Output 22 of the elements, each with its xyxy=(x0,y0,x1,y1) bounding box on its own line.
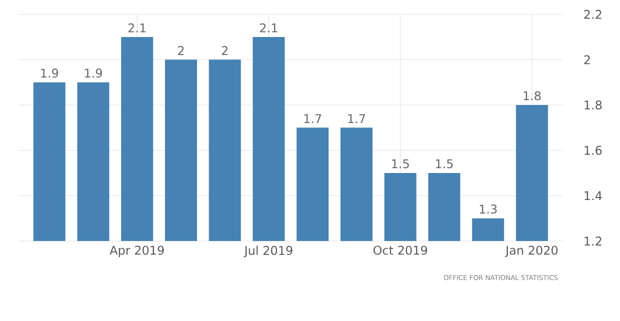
x-tick-label: Apr 2019 xyxy=(110,246,164,258)
y-tick-label: 1.2 xyxy=(584,236,602,246)
y-tick-label: 2.2 xyxy=(584,10,602,19)
data-label: 1.5 xyxy=(392,159,409,168)
y-tick-label: 1.6 xyxy=(584,146,602,155)
data-label: 1.7 xyxy=(304,114,322,123)
y-tick-label: 2 xyxy=(584,55,590,64)
y-tick-label: 1.4 xyxy=(584,191,602,200)
data-label: 1.9 xyxy=(41,68,58,78)
data-label: 1.8 xyxy=(524,91,541,100)
x-tick-label: Jul 2019 xyxy=(244,246,292,258)
data-label: 2 xyxy=(222,46,228,55)
y-tick-label: 1.8 xyxy=(584,100,602,110)
x-tick-label: Jan 2020 xyxy=(504,246,558,258)
data-label: 2.1 xyxy=(128,23,146,32)
data-label: 2.1 xyxy=(260,23,278,32)
data-label: 1.7 xyxy=(348,114,365,123)
data-label: 1.3 xyxy=(480,204,497,214)
data-label: 1.5 xyxy=(436,159,453,168)
x-tick-label: Oct 2019 xyxy=(373,246,428,255)
data-label: 2 xyxy=(178,46,184,55)
data-label: 1.9 xyxy=(85,68,102,78)
